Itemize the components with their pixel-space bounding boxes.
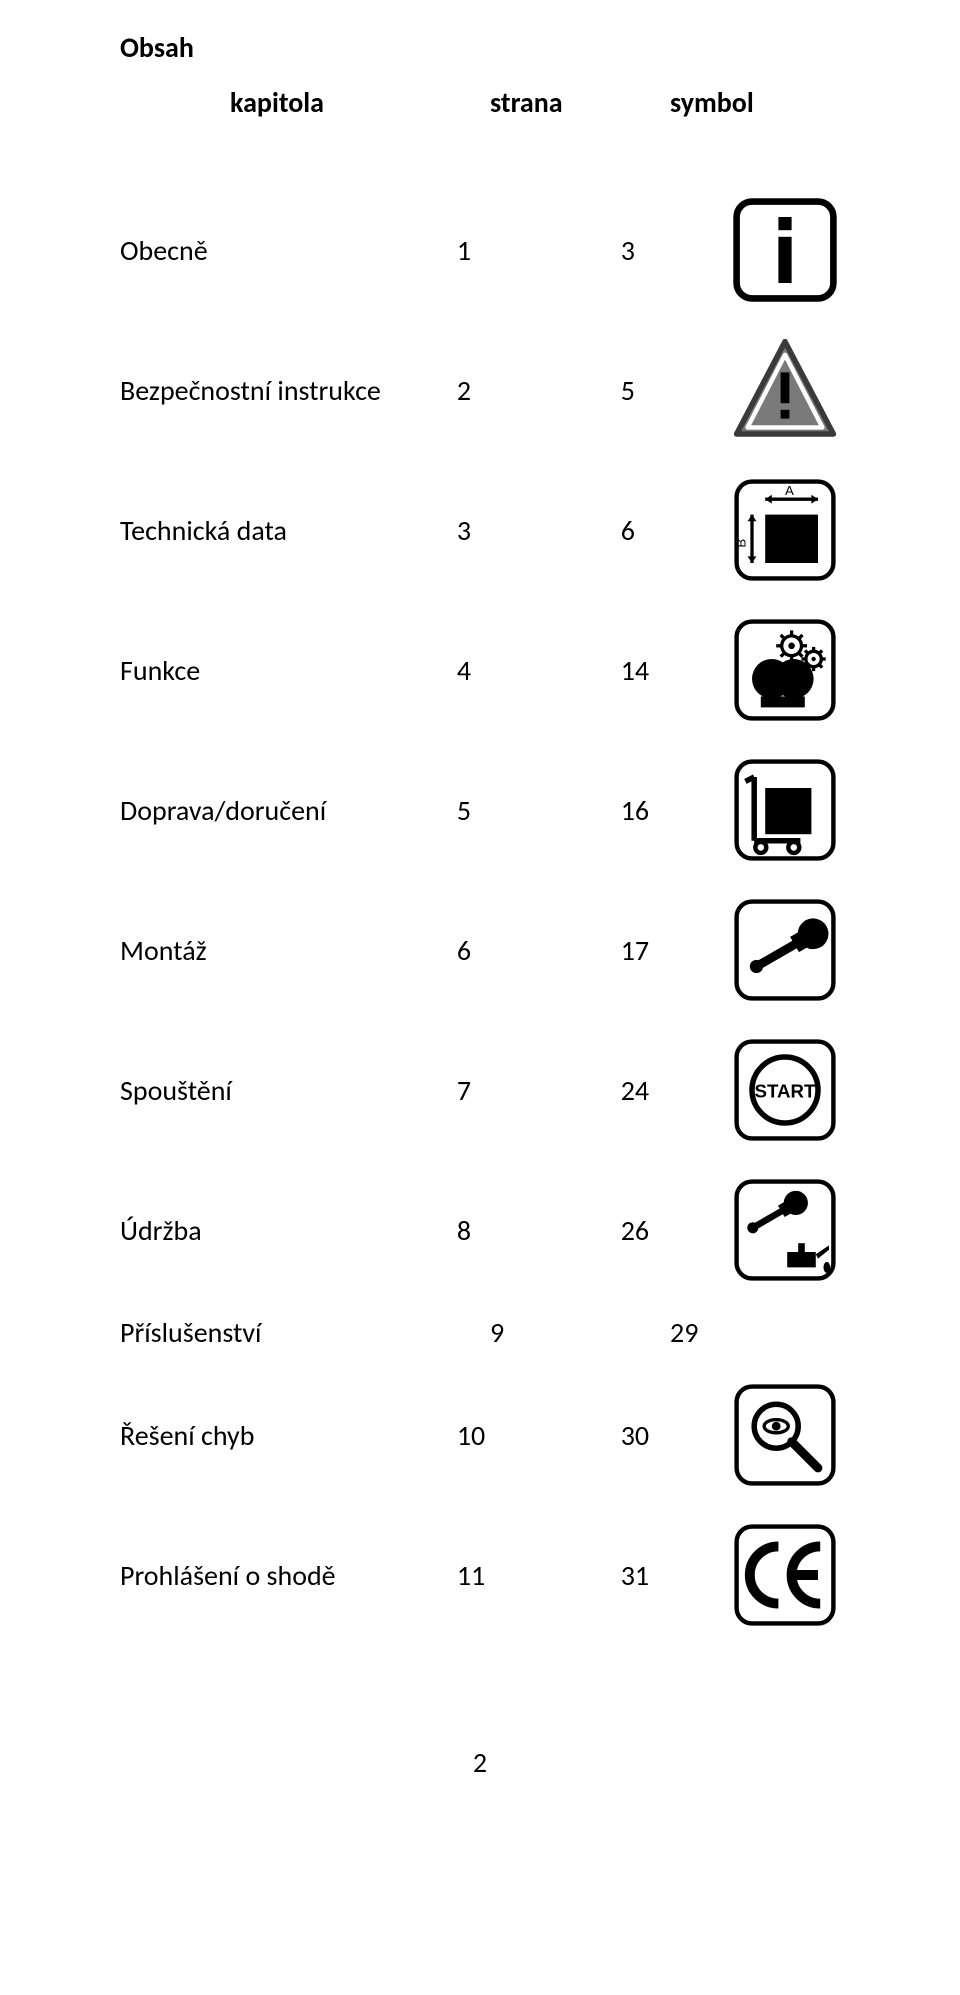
row-strana: 30 <box>621 1418 730 1453</box>
function-icon <box>730 615 840 725</box>
row-label: Doprava/doručení <box>120 793 457 828</box>
row-kapitola: 8 <box>457 1213 621 1248</box>
row-symbol-cell <box>730 195 840 305</box>
row-kapitola: 7 <box>457 1073 621 1108</box>
maintenance-icon <box>730 1175 840 1285</box>
row-strana: 17 <box>621 933 730 968</box>
row-kapitola: 4 <box>457 653 621 688</box>
row-strana: 14 <box>621 653 730 688</box>
header-symbol: symbol <box>670 85 840 120</box>
row-symbol-cell <box>730 895 840 1005</box>
table-row: Montáž617 <box>120 880 840 1020</box>
table-row: Spouštění724 START <box>120 1020 840 1160</box>
table-row: Řešení chyb1030 <box>120 1365 840 1505</box>
row-label: Spouštění <box>120 1073 457 1108</box>
row-strana: 24 <box>621 1073 730 1108</box>
table-row: Obecně13 <box>120 180 840 320</box>
table-body: Obecně13Bezpečnostní instrukce25Technick… <box>120 180 840 1645</box>
page-title: Obsah <box>120 30 840 65</box>
row-label: Montáž <box>120 933 457 968</box>
svg-text:START: START <box>755 1081 816 1102</box>
table-row: Údržba826 <box>120 1160 840 1300</box>
row-kapitola: 10 <box>457 1418 621 1453</box>
row-label: Prohlášení o shodě <box>120 1558 457 1593</box>
row-symbol-cell: AB <box>730 475 840 585</box>
row-strana: 5 <box>621 373 730 408</box>
row-kapitola: 11 <box>457 1558 621 1593</box>
table-row: Příslušenství929 <box>120 1300 840 1365</box>
page: Obsah kapitola strana symbol Obecně13Bez… <box>0 0 960 1820</box>
row-strana: 16 <box>621 793 730 828</box>
start-icon: START <box>730 1035 840 1145</box>
row-kapitola: 6 <box>457 933 621 968</box>
svg-text:B: B <box>733 539 748 548</box>
ce-icon <box>730 1520 840 1630</box>
wrench-icon <box>730 895 840 1005</box>
row-symbol-cell: START <box>730 1035 840 1145</box>
row-label: Řešení chyb <box>120 1418 457 1453</box>
table-row: Bezpečnostní instrukce25 <box>120 320 840 460</box>
transport-icon <box>730 755 840 865</box>
row-strana: 31 <box>621 1558 730 1593</box>
table-row: Funkce414 <box>120 600 840 740</box>
row-kapitola: 9 <box>490 1315 670 1350</box>
row-label: Funkce <box>120 653 457 688</box>
row-kapitola: 5 <box>457 793 621 828</box>
row-label: Příslušenství <box>120 1315 490 1350</box>
row-strana: 29 <box>670 1315 790 1350</box>
row-kapitola: 1 <box>457 233 621 268</box>
row-label: Údržba <box>120 1213 457 1248</box>
page-number: 2 <box>120 1745 840 1780</box>
row-kapitola: 3 <box>457 513 621 548</box>
header-kapitola: kapitola <box>230 85 490 120</box>
row-symbol-cell <box>730 755 840 865</box>
row-symbol-cell <box>730 1380 840 1490</box>
row-label: Bezpečnostní instrukce <box>120 373 457 408</box>
row-symbol-cell <box>730 615 840 725</box>
row-kapitola: 2 <box>457 373 621 408</box>
table-row: Technická data36AB <box>120 460 840 600</box>
header-strana: strana <box>490 85 670 120</box>
warning-icon <box>730 335 840 445</box>
row-symbol-cell <box>730 335 840 445</box>
table-header: kapitola strana symbol <box>120 85 840 120</box>
row-label: Obecně <box>120 233 457 268</box>
row-strana: 26 <box>621 1213 730 1248</box>
svg-text:A: A <box>785 483 794 498</box>
row-strana: 6 <box>621 513 730 548</box>
table-row: Doprava/doručení516 <box>120 740 840 880</box>
row-strana: 3 <box>621 233 730 268</box>
row-symbol-cell <box>730 1175 840 1285</box>
table-row: Prohlášení o shodě1131 <box>120 1505 840 1645</box>
row-label: Technická data <box>120 513 457 548</box>
info-icon <box>730 195 840 305</box>
troubleshoot-icon <box>730 1380 840 1490</box>
dimensions-icon: AB <box>730 475 840 585</box>
row-symbol-cell <box>730 1520 840 1630</box>
